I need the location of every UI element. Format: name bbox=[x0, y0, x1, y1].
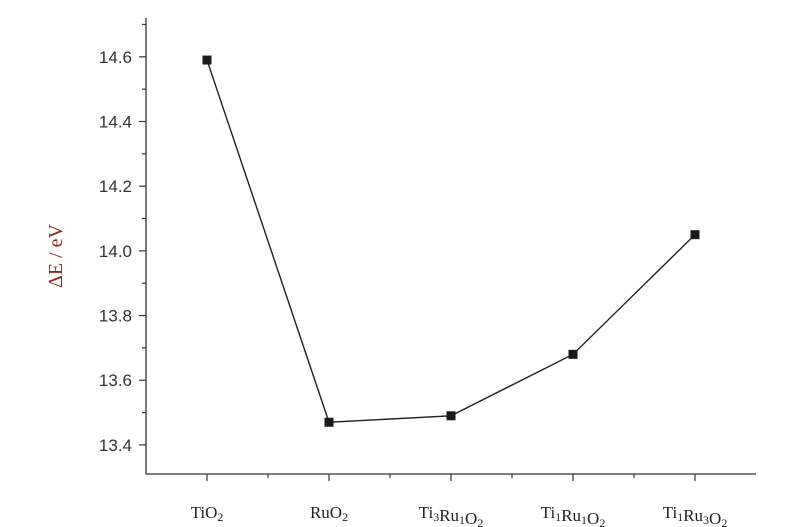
y-tick-label: 14.0 bbox=[99, 242, 132, 261]
data-point bbox=[568, 349, 578, 359]
x-category-label: TiO2 bbox=[191, 503, 224, 524]
y-tick-label: 13.4 bbox=[99, 436, 132, 455]
x-category-label: Ti1Ru3O2 bbox=[663, 503, 728, 527]
y-tick-label: 14.2 bbox=[99, 177, 132, 196]
data-point bbox=[690, 230, 700, 240]
axes bbox=[145, 18, 756, 475]
data-point bbox=[324, 417, 334, 427]
y-tick-label: 14.6 bbox=[99, 48, 132, 67]
data-point bbox=[446, 411, 456, 421]
x-category-label: RuO2 bbox=[310, 503, 348, 524]
data-point bbox=[202, 55, 212, 65]
x-category-label: Ti1Ru1O2 bbox=[541, 503, 606, 527]
y-axis-title: ΔE / eV bbox=[45, 223, 67, 288]
data-markers bbox=[202, 55, 700, 427]
x-ticks: TiO2 RuO2 Ti3Ru1O2 Ti1Ru1O2 Ti1Ru3O2 bbox=[191, 474, 728, 527]
y-ticks: 13.4 13.6 13.8 14.0 14.2 14.4 14.6 bbox=[99, 23, 146, 455]
series-line bbox=[206, 59, 696, 423]
y-tick-label: 13.8 bbox=[99, 307, 132, 326]
y-tick-label: 14.4 bbox=[99, 112, 132, 131]
x-category-label: Ti3Ru1O2 bbox=[419, 503, 484, 527]
y-tick-label: 13.6 bbox=[99, 371, 132, 390]
